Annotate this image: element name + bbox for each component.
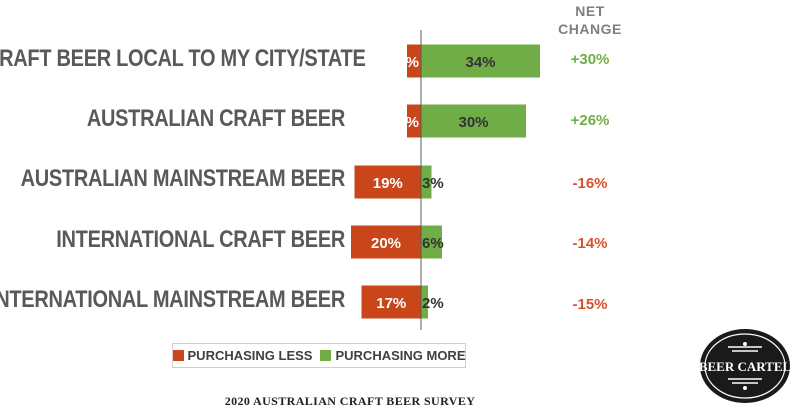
bar-less (351, 225, 421, 259)
data-label-less: 20% (371, 235, 401, 252)
legend-item-more: PURCHASING MORE (320, 348, 466, 363)
category-label: INTERNATIONAL MAINSTREAM BEER (0, 286, 345, 313)
net-change-value: -15% (572, 296, 608, 313)
data-label-less: 4% (397, 114, 419, 131)
data-label-more: 30% (458, 114, 488, 131)
bar-less (407, 104, 421, 138)
survey-footer: 2020 AUSTRALIAN CRAFT BEER SURVEY (224, 394, 476, 408)
legend-swatch-more (320, 350, 332, 361)
net-change-header-line1: NET (575, 3, 605, 19)
data-label-less: 19% (373, 175, 403, 192)
data-label-more: 6% (422, 235, 444, 252)
data-label-more: 2% (422, 295, 444, 312)
net-change-value: -16% (572, 175, 608, 192)
bar-less (354, 165, 421, 199)
data-label-less: 17% (376, 295, 406, 312)
bar-less (407, 44, 421, 78)
category-label: CRAFT BEER LOCAL TO MY CITY/STATE (0, 45, 366, 72)
svg-text:BEER CARTEL: BEER CARTEL (699, 359, 792, 374)
legend-label-less: PURCHASING LESS (187, 348, 313, 363)
net-change-value: +26% (570, 112, 610, 129)
net-change-value: +30% (570, 51, 610, 68)
beer-cartel-logo: BEER CARTEL (698, 327, 792, 405)
bar-more (421, 285, 428, 319)
legend-label-more: PURCHASING MORE (335, 348, 466, 363)
category-label: AUSTRALIAN MAINSTREAM BEER (20, 165, 346, 192)
bar-more (421, 44, 540, 78)
category-label: INTERNATIONAL CRAFT BEER (56, 226, 345, 253)
data-label-more: 34% (465, 54, 495, 71)
category-label: AUSTRALIAN CRAFT BEER (86, 105, 345, 132)
data-label-less: 4% (397, 54, 419, 71)
net-change-header-line2: CHANGE (558, 21, 622, 37)
legend-item-less: PURCHASING LESS (172, 348, 313, 363)
legend: PURCHASING LESS PURCHASING MORE (172, 343, 466, 368)
bar-less (361, 285, 421, 319)
data-label-more: 3% (422, 175, 444, 192)
legend-swatch-less (172, 350, 184, 361)
net-change-header: NET CHANGE (540, 2, 640, 38)
bar-more (421, 165, 432, 199)
bar-more (421, 225, 442, 259)
net-change-value: -14% (572, 235, 608, 252)
bar-more (421, 104, 526, 138)
